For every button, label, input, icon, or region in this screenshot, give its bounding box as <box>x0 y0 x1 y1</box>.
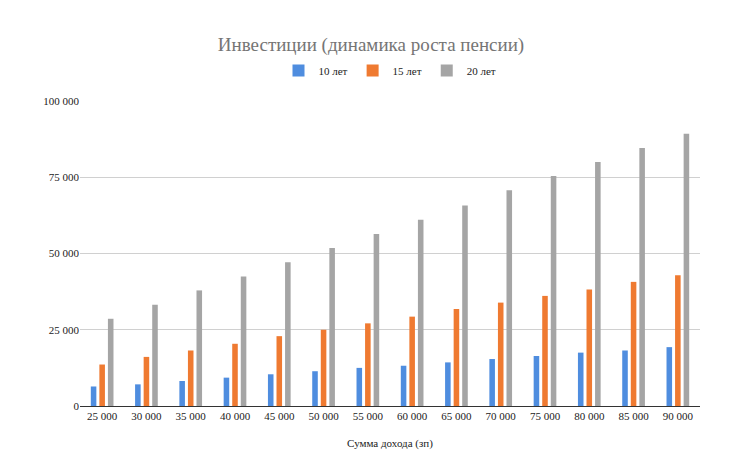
svg-text:25 000: 25 000 <box>87 410 118 422</box>
svg-text:45 000: 45 000 <box>264 410 295 422</box>
svg-text:Инвестиции (динамика роста пен: Инвестиции (динамика роста пенсии) <box>218 34 524 56</box>
svg-text:70 000: 70 000 <box>486 410 517 422</box>
svg-text:10 лет: 10 лет <box>319 65 348 77</box>
svg-text:35 000: 35 000 <box>176 410 207 422</box>
svg-text:50 000: 50 000 <box>308 410 339 422</box>
svg-text:20 лет: 20 лет <box>467 65 496 77</box>
svg-text:90 000: 90 000 <box>663 410 694 422</box>
svg-text:0: 0 <box>74 400 80 412</box>
svg-text:65 000: 65 000 <box>441 410 472 422</box>
svg-text:Сумма дохода (зп): Сумма дохода (зп) <box>347 437 433 450</box>
svg-text:30 000: 30 000 <box>131 410 162 422</box>
svg-text:60 000: 60 000 <box>397 410 428 422</box>
svg-text:80 000: 80 000 <box>574 410 605 422</box>
svg-text:100 000: 100 000 <box>43 95 79 107</box>
svg-text:75 000: 75 000 <box>530 410 561 422</box>
svg-text:15 лет: 15 лет <box>393 65 422 77</box>
svg-text:25 000: 25 000 <box>49 324 80 336</box>
svg-text:55 000: 55 000 <box>353 410 384 422</box>
svg-text:85 000: 85 000 <box>618 410 649 422</box>
svg-text:75 000: 75 000 <box>49 171 80 183</box>
svg-text:50 000: 50 000 <box>49 247 80 259</box>
svg-text:40 000: 40 000 <box>220 410 251 422</box>
